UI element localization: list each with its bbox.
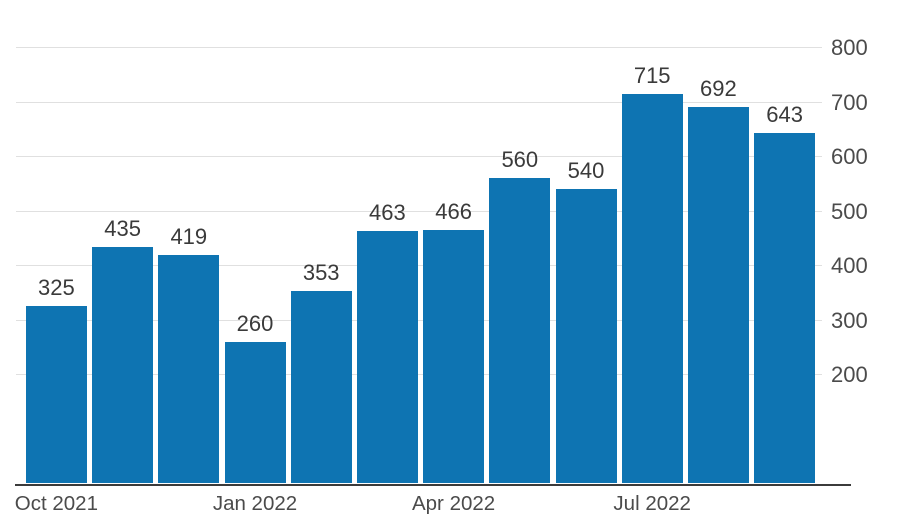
bar-apr-2022 bbox=[423, 229, 485, 484]
y-axis-tick-label: 600 bbox=[831, 144, 868, 170]
x-axis-tick-label: Oct 2021 bbox=[14, 492, 98, 515]
bar-value-label: 560 bbox=[501, 147, 539, 173]
bar-value-label: 325 bbox=[38, 275, 75, 301]
bar-feb-2022 bbox=[290, 291, 352, 484]
y-axis-tick-label: 300 bbox=[831, 307, 868, 333]
bar-value-label: 419 bbox=[170, 224, 208, 250]
bar-dec-2021 bbox=[158, 255, 220, 484]
bar-jun-2022 bbox=[555, 189, 617, 484]
bar-nov-2021 bbox=[92, 246, 154, 484]
gridline-200 bbox=[16, 374, 822, 376]
x-axis-tick-label: Jan 2022 bbox=[212, 492, 298, 515]
y-axis-tick-label: 400 bbox=[831, 253, 868, 279]
x-axis-line bbox=[15, 483, 851, 486]
x-axis-tick-label: Apr 2022 bbox=[411, 492, 496, 515]
bar-jan-2022 bbox=[224, 341, 286, 484]
bar-value-label: 643 bbox=[766, 102, 803, 128]
gridline-800 bbox=[16, 47, 822, 49]
gridline-700 bbox=[16, 101, 822, 103]
bar-value-label: 353 bbox=[302, 260, 340, 286]
gridline-600 bbox=[16, 156, 822, 158]
bar-value-label: 260 bbox=[236, 310, 274, 336]
bar-oct-2021 bbox=[25, 306, 87, 484]
bar-sep-2022 bbox=[754, 133, 816, 484]
bar-value-label: 463 bbox=[369, 200, 406, 226]
y-axis-tick-label: 700 bbox=[831, 89, 868, 115]
bar-jul-2022 bbox=[621, 94, 683, 484]
bar-aug-2022 bbox=[687, 106, 749, 484]
bar-value-label: 466 bbox=[435, 198, 472, 224]
bar-value-label: 540 bbox=[567, 158, 605, 184]
y-axis-tick-label: 500 bbox=[831, 198, 868, 224]
bar-value-label: 435 bbox=[104, 215, 141, 241]
gridline-400 bbox=[16, 265, 822, 267]
gridline-300 bbox=[16, 319, 822, 321]
bar-may-2022 bbox=[489, 178, 551, 484]
gridline-500 bbox=[16, 210, 822, 212]
bar-mar-2022 bbox=[356, 231, 418, 484]
bar-value-label: 715 bbox=[633, 63, 671, 88]
y-axis-tick-label: 800 bbox=[831, 35, 868, 61]
y-axis-tick-label: 200 bbox=[831, 362, 868, 388]
bar-value-label: 692 bbox=[700, 75, 737, 101]
x-axis-tick-label: Jul 2022 bbox=[613, 492, 691, 515]
